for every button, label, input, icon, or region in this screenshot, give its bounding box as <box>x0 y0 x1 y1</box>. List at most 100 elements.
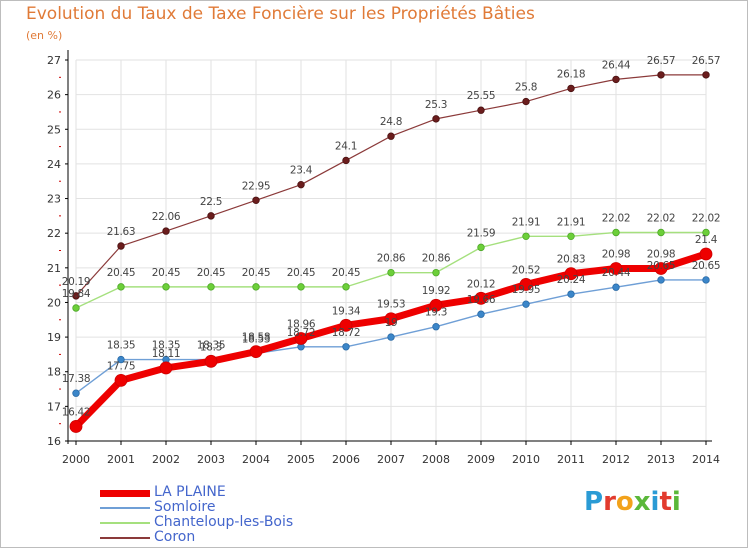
data-label-coron: 25.8 <box>515 82 537 94</box>
data-point-la-plaine <box>204 354 218 368</box>
data-label-coron: 24.1 <box>335 140 357 152</box>
x-tick-label: 2001 <box>107 453 135 466</box>
data-label-somloire: 19 <box>385 317 398 329</box>
proxiti-logo: Proxiti <box>584 487 681 517</box>
legend-item: Chanteloup-les-Bois <box>100 514 360 531</box>
data-point-coron <box>117 242 125 250</box>
data-point-chanteloup-les-bois <box>342 283 350 291</box>
data-label-chanteloup-les-bois: 20.45 <box>107 267 136 279</box>
data-label-somloire: 18.72 <box>332 327 361 339</box>
data-point-coron <box>522 97 530 106</box>
data-label-la-plaine: 18.58 <box>242 332 271 344</box>
x-tick-label: 2013 <box>647 453 675 466</box>
data-label-somloire: 18.72 <box>287 327 316 339</box>
data-point-somloire <box>477 310 485 318</box>
data-label-chanteloup-les-bois: 19.84 <box>62 288 91 300</box>
data-point-coron <box>657 71 665 79</box>
data-point-coron <box>342 156 350 165</box>
data-point-coron <box>72 292 80 300</box>
data-label-la-plaine: 20.52 <box>512 264 541 276</box>
data-label-coron: 26.18 <box>557 68 586 80</box>
data-point-chanteloup-les-bois <box>657 228 665 237</box>
data-label-somloire: 20.44 <box>602 267 631 279</box>
data-label-coron: 20.19 <box>62 276 91 288</box>
data-label-somloire: 18.35 <box>152 340 181 352</box>
data-label-coron: 26.44 <box>602 59 631 71</box>
data-point-somloire <box>702 276 710 284</box>
data-point-chanteloup-les-bois <box>207 283 215 291</box>
data-label-coron: 26.57 <box>692 55 721 67</box>
logo-letter: o <box>615 487 634 517</box>
data-label-coron: 23.4 <box>290 165 313 177</box>
data-point-somloire <box>342 343 350 351</box>
data-label-coron: 22.06 <box>152 211 181 223</box>
data-label-coron: 21.63 <box>107 226 136 238</box>
data-point-la-plaine <box>474 291 488 305</box>
legend-swatch <box>100 507 150 509</box>
data-point-somloire <box>72 389 80 397</box>
logo-letter: i <box>650 487 660 517</box>
y-tick-label: 16 <box>47 435 61 448</box>
chart-subtitle: (en %) <box>26 29 63 42</box>
x-tick-label: 2004 <box>242 453 270 466</box>
y-tick-label: 17 <box>47 400 61 413</box>
logo-letter: t <box>659 487 672 517</box>
legend-item: LA PLAINE <box>100 484 360 501</box>
data-point-la-plaine <box>429 298 443 312</box>
data-label-la-plaine: 20.98 <box>647 249 676 261</box>
legend-label: LA PLAINE <box>154 484 226 500</box>
data-label-chanteloup-les-bois: 22.02 <box>692 212 721 224</box>
data-point-chanteloup-les-bois <box>297 283 305 291</box>
y-tick-label: 24 <box>47 158 61 171</box>
legend-swatch <box>100 489 150 497</box>
logo-letter: i <box>671 487 681 517</box>
legend-swatch <box>100 537 150 539</box>
data-point-la-plaine <box>564 267 578 281</box>
y-tick-label: 22 <box>47 227 61 240</box>
data-label-coron: 25.55 <box>467 90 496 102</box>
data-label-chanteloup-les-bois: 21.59 <box>467 227 496 239</box>
y-tick-label: 26 <box>47 89 61 102</box>
data-label-chanteloup-les-bois: 21.91 <box>557 216 586 228</box>
data-point-la-plaine <box>114 373 128 387</box>
data-label-la-plaine: 20.83 <box>557 254 586 266</box>
data-point-coron <box>567 84 575 93</box>
data-point-somloire <box>117 355 125 364</box>
data-label-coron: 26.57 <box>647 55 676 67</box>
data-label-la-plaine: 18.11 <box>152 348 181 360</box>
data-label-la-plaine: 18.3 <box>200 341 222 353</box>
data-label-somloire: 20.65 <box>647 260 676 272</box>
data-point-somloire <box>612 283 620 291</box>
data-point-la-plaine <box>339 318 353 332</box>
data-point-chanteloup-les-bois <box>72 304 80 312</box>
data-point-la-plaine <box>294 332 308 345</box>
data-label-coron: 24.8 <box>380 116 402 128</box>
data-label-chanteloup-les-bois: 20.45 <box>242 267 271 279</box>
data-label-somloire: 19.3 <box>425 307 447 319</box>
data-label-somloire: 20.24 <box>557 274 586 286</box>
data-point-coron <box>612 75 620 84</box>
x-tick-label: 2014 <box>692 453 720 466</box>
data-label-la-plaine: 17.75 <box>107 360 136 372</box>
data-label-chanteloup-les-bois: 20.45 <box>197 267 226 279</box>
data-point-chanteloup-les-bois <box>252 283 260 291</box>
data-point-la-plaine <box>654 262 668 275</box>
x-tick-label: 2011 <box>557 453 585 466</box>
y-tick-label: 18 <box>47 366 61 379</box>
legend-item: Somloire <box>100 499 360 516</box>
data-point-coron <box>477 106 485 114</box>
data-label-somloire: 18.35 <box>197 340 226 352</box>
data-label-chanteloup-les-bois: 21.91 <box>512 216 541 228</box>
x-tick-label: 2002 <box>152 453 180 466</box>
data-label-chanteloup-les-bois: 22.02 <box>602 212 631 224</box>
data-point-la-plaine <box>159 361 173 375</box>
data-point-somloire <box>432 323 440 331</box>
x-tick-label: 2008 <box>422 453 450 466</box>
x-tick-label: 2012 <box>602 453 630 466</box>
data-label-la-plaine: 19.34 <box>332 305 361 317</box>
y-tick-label: 19 <box>47 331 61 344</box>
data-point-somloire <box>567 290 575 298</box>
data-point-coron <box>252 196 260 204</box>
